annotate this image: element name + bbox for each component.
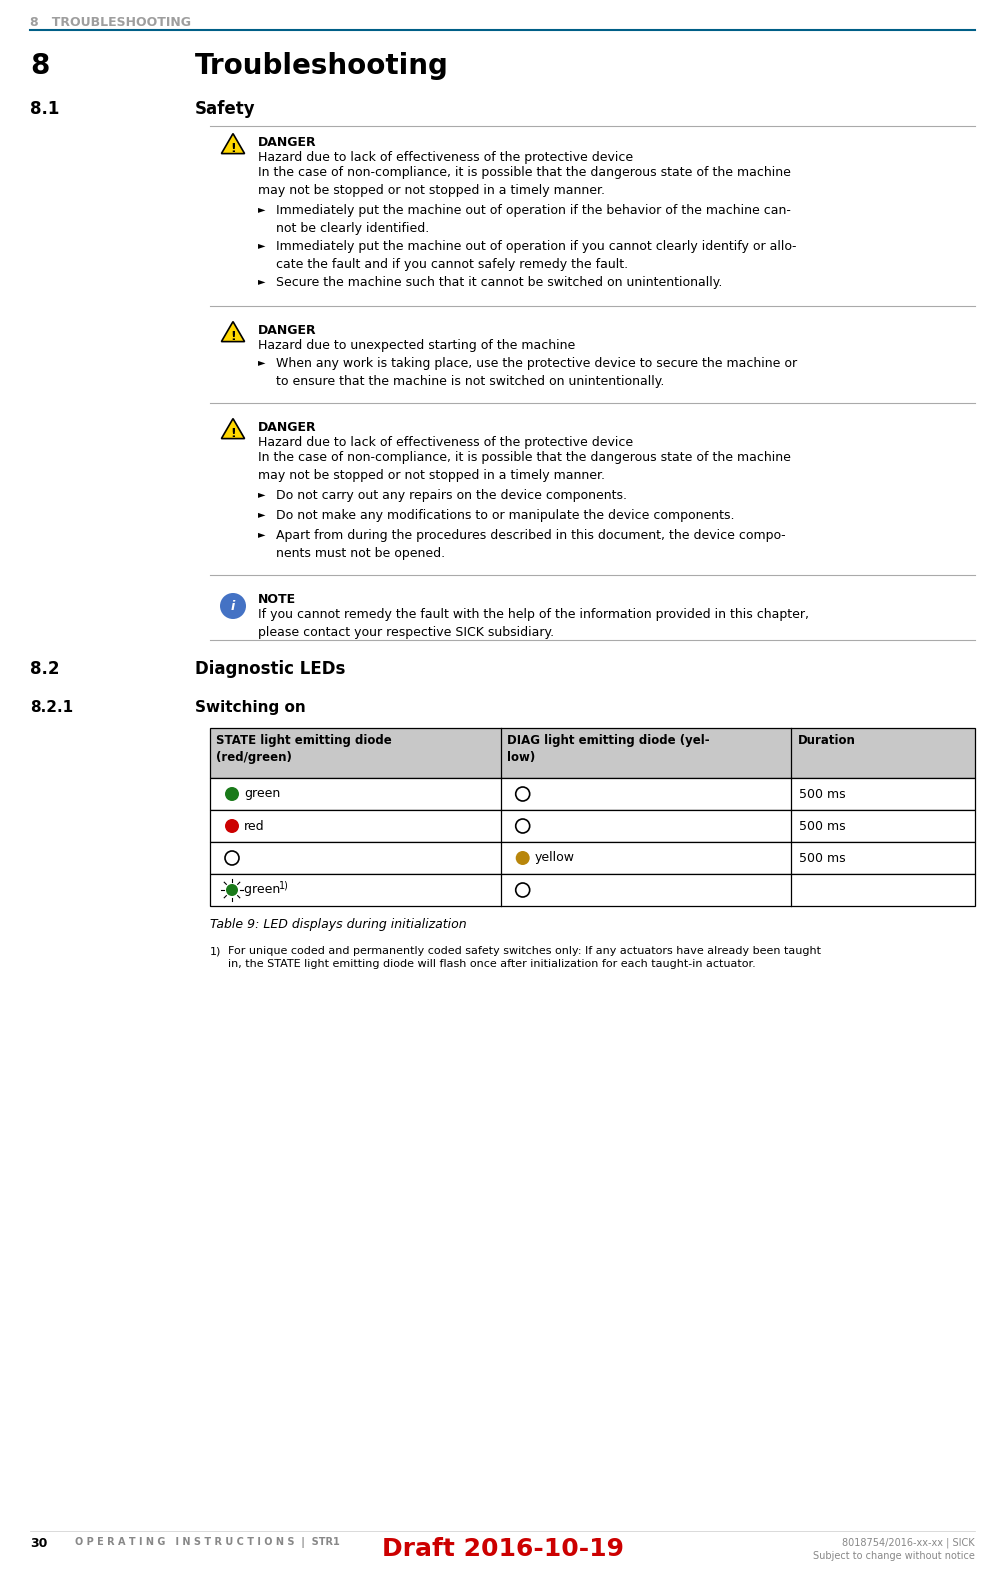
FancyBboxPatch shape <box>210 843 975 874</box>
Text: DANGER: DANGER <box>258 324 317 337</box>
Text: If you cannot remedy the fault with the help of the information provided in this: If you cannot remedy the fault with the … <box>258 609 809 639</box>
Text: 30: 30 <box>30 1537 47 1549</box>
Text: Switching on: Switching on <box>195 700 306 715</box>
Circle shape <box>225 851 239 865</box>
Circle shape <box>516 851 530 865</box>
Polygon shape <box>221 419 244 438</box>
Text: Secure the machine such that it cannot be switched on unintentionally.: Secure the machine such that it cannot b… <box>276 277 723 289</box>
Text: NOTE: NOTE <box>258 593 296 606</box>
Circle shape <box>516 884 530 896</box>
Text: ►: ► <box>258 240 265 250</box>
Circle shape <box>226 884 238 896</box>
Text: i: i <box>231 599 235 612</box>
Text: ►: ► <box>258 277 265 286</box>
Text: Do not carry out any repairs on the device components.: Do not carry out any repairs on the devi… <box>276 489 627 503</box>
Text: 8.2: 8.2 <box>30 659 59 678</box>
Text: green: green <box>244 787 280 800</box>
Text: 8.2.1: 8.2.1 <box>30 700 73 715</box>
Text: Immediately put the machine out of operation if you cannot clearly identify or a: Immediately put the machine out of opera… <box>276 240 797 270</box>
Text: For unique coded and permanently coded safety switches only: If any actuators ha: For unique coded and permanently coded s… <box>228 945 821 969</box>
Text: Do not make any modifications to or manipulate the device components.: Do not make any modifications to or mani… <box>276 509 735 522</box>
Text: 500 ms: 500 ms <box>799 787 846 800</box>
Text: 1): 1) <box>210 945 221 957</box>
FancyBboxPatch shape <box>210 809 975 843</box>
Text: In the case of non-compliance, it is possible that the dangerous state of the ma: In the case of non-compliance, it is pos… <box>258 451 791 482</box>
Text: In the case of non-compliance, it is possible that the dangerous state of the ma: In the case of non-compliance, it is pos… <box>258 166 791 198</box>
Text: Diagnostic LEDs: Diagnostic LEDs <box>195 659 346 678</box>
Text: 8: 8 <box>30 52 49 81</box>
Text: !: ! <box>230 142 236 155</box>
Text: DANGER: DANGER <box>258 421 317 435</box>
Text: 8   TROUBLESHOOTING: 8 TROUBLESHOOTING <box>30 16 191 28</box>
Text: ►: ► <box>258 509 265 519</box>
Text: STATE light emitting diode
(red/green): STATE light emitting diode (red/green) <box>216 734 392 764</box>
Text: Hazard due to lack of effectiveness of the protective device: Hazard due to lack of effectiveness of t… <box>258 436 633 449</box>
Text: ►: ► <box>258 489 265 500</box>
Polygon shape <box>221 134 244 153</box>
Text: 8018754/2016-xx-xx | SICK
Subject to change without notice: 8018754/2016-xx-xx | SICK Subject to cha… <box>813 1537 975 1560</box>
FancyBboxPatch shape <box>210 778 975 809</box>
Text: Table 9: LED displays during initialization: Table 9: LED displays during initializat… <box>210 919 466 931</box>
Circle shape <box>225 787 239 802</box>
Text: Draft 2016-10-19: Draft 2016-10-19 <box>382 1537 623 1560</box>
Text: green: green <box>244 884 284 896</box>
Text: 500 ms: 500 ms <box>799 852 846 865</box>
Text: yellow: yellow <box>535 852 575 865</box>
Text: ►: ► <box>258 357 265 367</box>
Text: 8.1: 8.1 <box>30 100 59 119</box>
Text: Hazard due to lack of effectiveness of the protective device: Hazard due to lack of effectiveness of t… <box>258 152 633 164</box>
Text: When any work is taking place, use the protective device to secure the machine o: When any work is taking place, use the p… <box>276 357 797 387</box>
Text: DANGER: DANGER <box>258 136 317 149</box>
Text: red: red <box>244 819 264 833</box>
Text: Hazard due to unexpected starting of the machine: Hazard due to unexpected starting of the… <box>258 338 575 353</box>
Text: ►: ► <box>258 204 265 213</box>
Text: DIAG light emitting diode (yel-
low): DIAG light emitting diode (yel- low) <box>507 734 710 764</box>
Circle shape <box>516 787 530 802</box>
Text: Safety: Safety <box>195 100 255 119</box>
Text: !: ! <box>230 330 236 343</box>
Text: Apart from during the procedures described in this document, the device compo‐
n: Apart from during the procedures describ… <box>276 530 786 560</box>
FancyBboxPatch shape <box>210 727 975 778</box>
Text: 1): 1) <box>279 881 288 890</box>
Text: O P E R A T I N G   I N S T R U C T I O N S  |  STR1: O P E R A T I N G I N S T R U C T I O N … <box>75 1537 340 1548</box>
Circle shape <box>225 819 239 833</box>
FancyBboxPatch shape <box>210 874 975 906</box>
Text: !: ! <box>230 427 236 440</box>
Text: Troubleshooting: Troubleshooting <box>195 52 449 81</box>
Text: ►: ► <box>258 530 265 539</box>
Circle shape <box>220 593 246 620</box>
Text: 500 ms: 500 ms <box>799 819 846 833</box>
Polygon shape <box>221 321 244 341</box>
Circle shape <box>516 819 530 833</box>
Text: Immediately put the machine out of operation if the behavior of the machine can‐: Immediately put the machine out of opera… <box>276 204 791 236</box>
Text: Duration: Duration <box>797 734 855 746</box>
